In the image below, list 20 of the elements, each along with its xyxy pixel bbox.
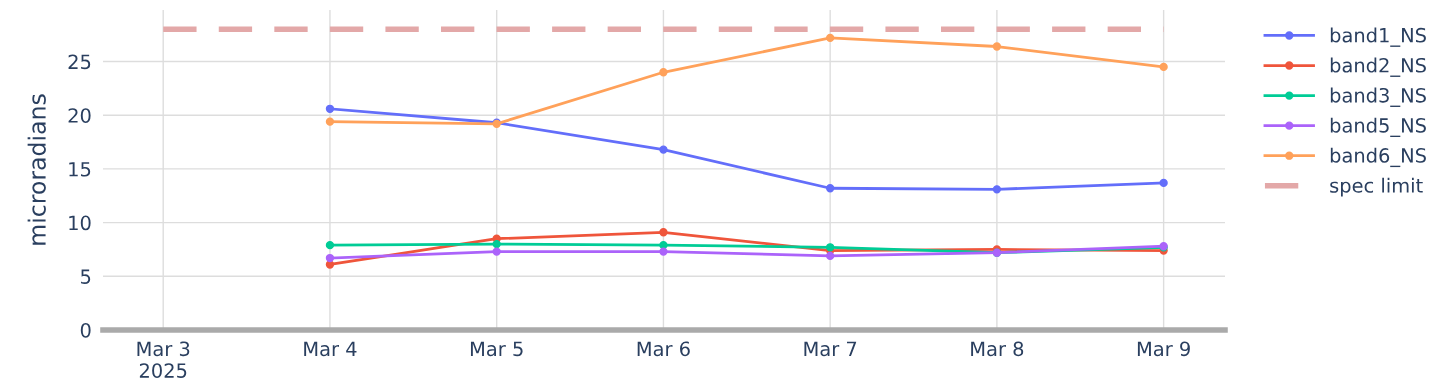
- y-tick-label: 15: [69, 162, 91, 177]
- x-tick-label: Mar 4: [304, 341, 357, 357]
- y-axis-title: microradians: [27, 94, 46, 245]
- y-tick-label: 0: [80, 322, 91, 338]
- legend-label: band2_NS: [1330, 57, 1426, 77]
- x-tick-label: Mar 7: [804, 341, 857, 357]
- legend-label: band6_NS: [1330, 147, 1426, 168]
- x-tick-label: Mar 9: [1137, 341, 1190, 357]
- legend-label: band5_NS: [1330, 117, 1426, 138]
- y-tick-label: 25: [68, 54, 91, 70]
- legend-label: band1_NS: [1330, 27, 1426, 47]
- x-tick-label: Mar 6: [637, 341, 690, 357]
- x-tick-label: Mar 3 2025: [137, 341, 190, 378]
- y-tick-label: 20: [68, 108, 91, 123]
- y-tick-label: 10: [69, 215, 91, 231]
- x-tick-label: Mar 5: [470, 341, 523, 357]
- legend-label: spec limit: [1330, 177, 1423, 197]
- legend-label: band3_NS: [1330, 87, 1426, 107]
- x-tick-label: Mar 8: [971, 341, 1024, 357]
- y-tick-label: 5: [81, 269, 91, 284]
